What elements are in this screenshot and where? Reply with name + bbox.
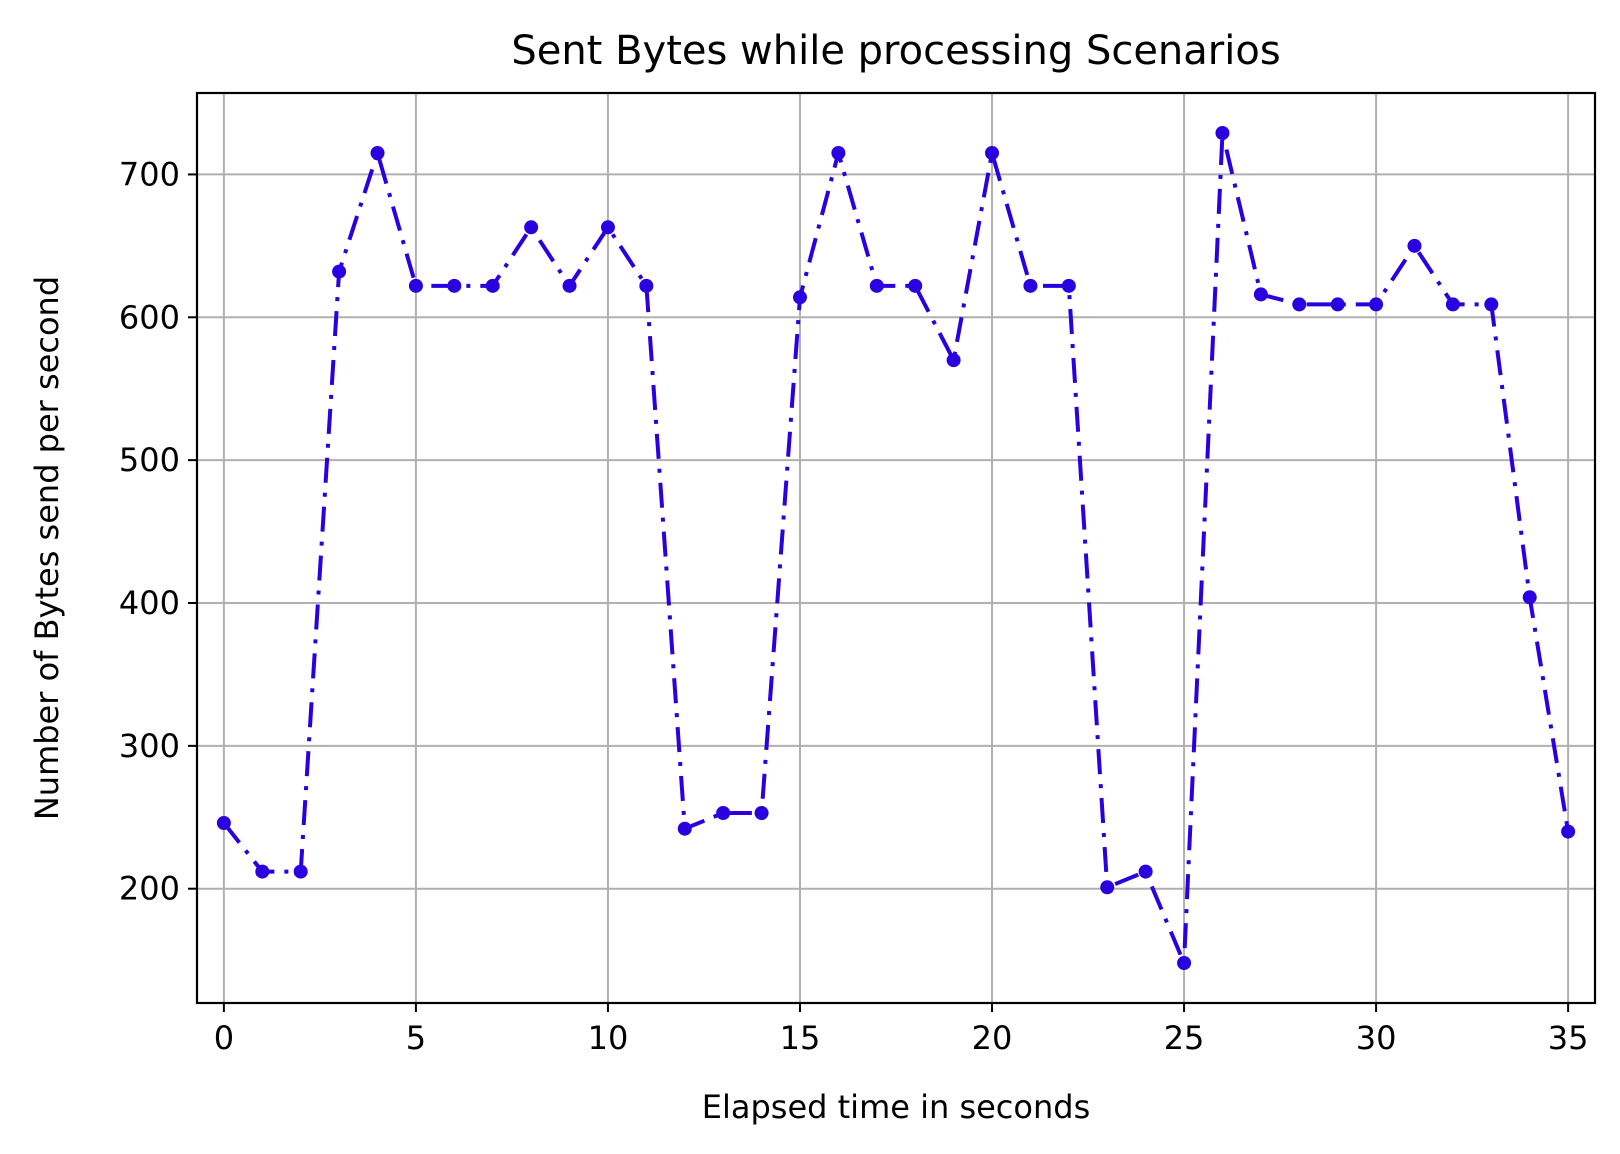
x-tick-label: 5 — [406, 1019, 426, 1057]
data-point — [370, 146, 385, 160]
data-point — [1138, 864, 1153, 879]
data-point — [908, 278, 923, 293]
data-point — [332, 264, 347, 279]
data-point — [1177, 956, 1192, 970]
data-point — [754, 806, 769, 820]
x-axis-label: Elapsed time in seconds — [702, 1088, 1090, 1126]
data-point — [1445, 297, 1460, 312]
data-point — [524, 220, 539, 235]
x-tick-label: 35 — [1548, 1019, 1589, 1057]
x-tick-label: 15 — [780, 1019, 821, 1057]
data-point — [1292, 297, 1307, 312]
x-tick-label: 20 — [972, 1019, 1013, 1057]
data-point — [600, 220, 615, 235]
grid-lines — [197, 93, 1595, 1003]
data-point — [985, 146, 1000, 160]
data-point — [485, 278, 500, 293]
data-point — [716, 806, 731, 820]
y-tick-label: 700 — [119, 155, 180, 193]
y-tick-label: 300 — [119, 727, 180, 765]
data-point — [1061, 278, 1076, 293]
data-point — [293, 864, 308, 879]
data-point — [447, 278, 462, 293]
data-point — [792, 290, 807, 305]
data-point — [869, 278, 884, 293]
data-point — [946, 353, 961, 368]
y-axis-label: Number of Bytes send per second — [28, 276, 66, 820]
x-tick-label: 10 — [588, 1019, 629, 1057]
series-line — [222, 131, 1571, 965]
chart-title: Sent Bytes while processing Scenarios — [511, 28, 1280, 74]
data-point — [216, 816, 231, 830]
data-point — [1369, 297, 1384, 312]
data-point — [255, 864, 270, 879]
data-point — [1100, 880, 1115, 895]
data-point — [1522, 590, 1537, 605]
data-point — [562, 278, 577, 293]
data-point — [1407, 238, 1422, 253]
y-tick-label: 200 — [119, 870, 180, 908]
y-axis-ticks: 200 300 400 500 600 700 — [119, 155, 197, 908]
data-series — [216, 126, 1576, 970]
y-tick-label: 500 — [119, 441, 180, 479]
x-axis-ticks: 0 5 10 15 20 25 30 35 — [214, 1003, 1589, 1057]
data-point — [639, 278, 654, 293]
data-point — [1561, 824, 1576, 839]
x-tick-label: 0 — [214, 1019, 234, 1057]
data-point — [1215, 126, 1230, 140]
data-point — [1330, 297, 1345, 312]
data-point — [1484, 297, 1499, 312]
y-tick-label: 400 — [119, 584, 180, 622]
data-point — [1253, 287, 1268, 302]
data-point — [1023, 278, 1038, 293]
data-point — [677, 821, 692, 836]
y-tick-label: 600 — [119, 298, 180, 336]
x-tick-label: 25 — [1164, 1019, 1205, 1057]
data-point — [831, 146, 846, 160]
x-tick-label: 30 — [1356, 1019, 1397, 1057]
data-point — [408, 278, 423, 293]
plot-area-frame — [195, 91, 1597, 1005]
